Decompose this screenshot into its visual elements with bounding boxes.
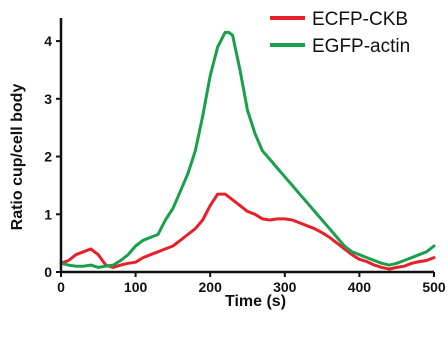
y-tick-label: 4 [44, 33, 52, 49]
series-line-egfp-actin [59, 30, 436, 269]
x-axis-title: Time (s) [225, 293, 286, 310]
legend-label: ECFP-CKB [312, 9, 408, 30]
axes [59, 18, 434, 274]
x-tick-label: 200 [199, 279, 223, 295]
legend: ECFP-CKB EGFP-actin [270, 9, 410, 57]
y-tick-label: 2 [44, 149, 52, 165]
x-tick-label: 300 [273, 279, 297, 295]
y-tick-label: 1 [44, 206, 52, 222]
series-lines [59, 30, 436, 271]
x-tick-label: 500 [422, 279, 446, 295]
y-tick-label: 3 [44, 91, 52, 107]
x-tick-label: 100 [124, 279, 148, 295]
y-axis-title: Ratio cup/cell body [9, 84, 26, 231]
ticks: 0 100 200 300 400 500 0 1 2 3 4 [44, 33, 446, 295]
x-tick-label: 400 [348, 279, 372, 295]
x-tick-label: 0 [57, 279, 65, 295]
legend-label: EGFP-actin [312, 36, 410, 57]
y-tick-label: 0 [44, 264, 52, 280]
series-line-ecfp-ckb [59, 192, 436, 271]
